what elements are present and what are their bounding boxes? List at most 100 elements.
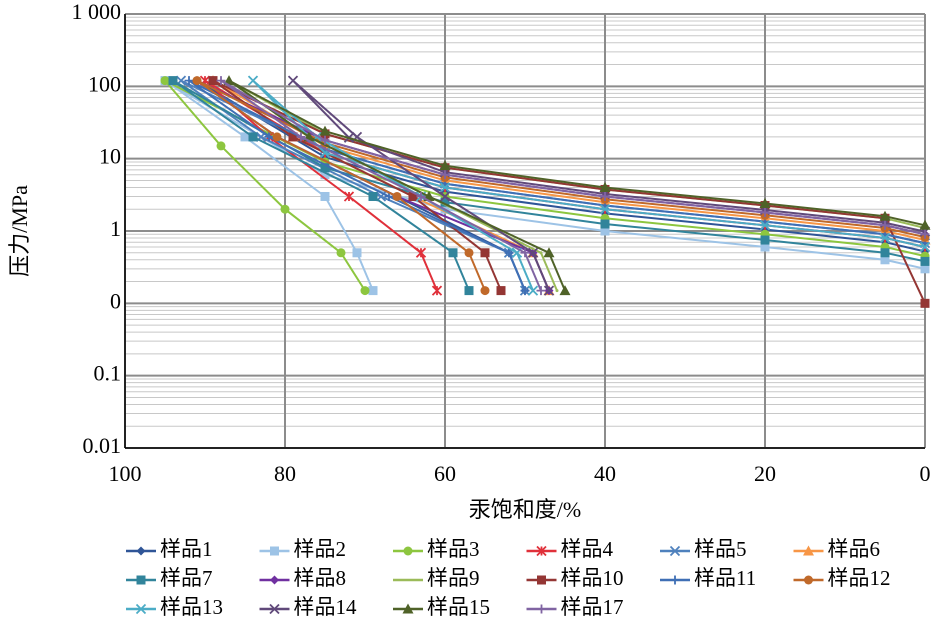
x-tick-label: 100 — [109, 461, 142, 486]
series-line — [196, 79, 926, 291]
legend-label: 样品11 — [694, 566, 756, 590]
marker — [287, 75, 299, 86]
marker — [360, 286, 370, 296]
marker — [352, 248, 362, 258]
legend-label: 样品6 — [828, 537, 881, 561]
legend-label: 样品12 — [828, 566, 891, 590]
legend-label: 样品2 — [294, 537, 347, 561]
marker — [559, 285, 571, 296]
marker — [919, 219, 931, 230]
marker — [247, 75, 259, 86]
marker — [543, 285, 555, 296]
marker — [416, 191, 426, 201]
series-line — [188, 79, 926, 291]
y-tick-label: 1 — [110, 216, 121, 241]
marker — [272, 132, 282, 142]
legend-label: 样品17 — [561, 595, 624, 619]
marker — [336, 248, 346, 258]
marker — [520, 286, 530, 296]
marker — [670, 575, 680, 585]
point — [555, 289, 559, 293]
series-line — [180, 79, 926, 291]
legend-label: 样品1 — [160, 537, 213, 561]
marker — [600, 226, 610, 236]
marker — [920, 298, 930, 308]
marker — [760, 208, 770, 218]
marker — [919, 241, 931, 253]
marker — [880, 220, 890, 230]
marker — [240, 132, 250, 142]
marker — [280, 204, 290, 214]
legend-label: 样品13 — [160, 595, 223, 619]
series-line — [204, 79, 926, 291]
marker — [480, 286, 490, 296]
marker — [403, 546, 413, 556]
marker — [537, 604, 546, 614]
legend-label: 样品5 — [694, 537, 747, 561]
marker — [402, 603, 414, 614]
series-line — [196, 79, 926, 291]
marker — [368, 286, 378, 296]
marker — [408, 191, 418, 201]
marker — [439, 160, 451, 171]
legend-label: 样品14 — [294, 595, 357, 619]
marker — [504, 248, 514, 258]
marker — [760, 242, 770, 252]
marker — [415, 247, 427, 258]
marker — [537, 575, 546, 585]
marker — [392, 191, 402, 201]
y-tick-label: 100 — [88, 71, 121, 96]
marker — [536, 545, 547, 557]
marker — [184, 76, 194, 86]
y-tick-label: 0.1 — [94, 361, 122, 386]
y-axis-label: 压力/MPa — [7, 185, 32, 277]
x-tick-label: 20 — [754, 461, 776, 486]
x-axis-label: 汞饱和度/% — [469, 497, 581, 522]
marker — [880, 255, 890, 265]
x-tick-label: 40 — [594, 461, 616, 486]
marker — [135, 603, 147, 615]
marker — [270, 546, 279, 556]
marker — [480, 248, 490, 258]
marker — [168, 76, 178, 86]
marker — [248, 132, 258, 142]
marker — [270, 575, 279, 585]
marker — [288, 132, 298, 142]
marker — [136, 575, 146, 585]
legend-label: 样品8 — [294, 566, 347, 590]
legend-label: 样品9 — [427, 566, 480, 590]
marker — [216, 76, 226, 86]
marker — [448, 248, 458, 258]
marker — [543, 247, 555, 258]
marker — [264, 132, 274, 142]
marker — [320, 163, 330, 173]
marker — [759, 220, 771, 231]
y-tick-label: 0.01 — [83, 433, 122, 458]
legend-label: 样品4 — [561, 537, 614, 561]
marker — [440, 197, 450, 207]
marker — [320, 191, 330, 201]
x-tick-label: 0 — [920, 461, 931, 486]
series-line — [196, 79, 926, 291]
marker — [536, 286, 546, 296]
marker — [804, 575, 813, 585]
legend-label: 样品7 — [160, 566, 213, 590]
marker — [343, 191, 355, 202]
marker — [192, 76, 202, 86]
marker — [440, 170, 450, 180]
marker — [439, 182, 451, 193]
marker — [439, 191, 451, 202]
marker — [464, 286, 474, 296]
marker — [216, 141, 226, 151]
marker — [920, 264, 930, 274]
marker — [880, 248, 890, 258]
marker — [759, 197, 771, 208]
marker — [527, 285, 539, 296]
y-tick-label: 0 — [110, 288, 121, 313]
legend-label: 样品15 — [427, 595, 490, 619]
marker — [520, 248, 530, 258]
x-tick-label: 60 — [434, 461, 456, 486]
marker — [879, 210, 891, 221]
marker — [600, 191, 610, 201]
